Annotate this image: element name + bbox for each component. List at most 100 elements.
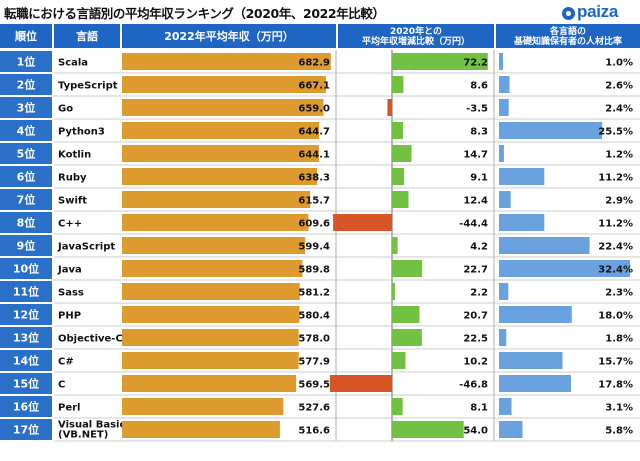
salary-value: 638.3 — [298, 173, 330, 184]
language-label: Objective-C — [58, 334, 123, 345]
share-bar — [499, 283, 509, 300]
language-label: Perl — [58, 403, 80, 414]
salary-bar — [122, 352, 299, 369]
change-value: 54.0 — [463, 426, 488, 437]
salary-value: 659.0 — [298, 104, 330, 115]
language-label: Swift — [58, 196, 87, 207]
share-value: 2.6% — [605, 81, 633, 92]
change-bar-positive — [392, 283, 395, 300]
language-label: Kotlin — [58, 150, 91, 161]
salary-value: 516.6 — [298, 426, 330, 437]
change-value: 20.7 — [463, 311, 488, 322]
change-value: 2.2 — [470, 288, 488, 299]
salary-value: 580.4 — [298, 311, 330, 322]
share-bar — [499, 191, 511, 208]
salary-value: 644.7 — [298, 127, 330, 138]
salary-value: 615.7 — [298, 196, 330, 207]
header-language: 言語 — [76, 29, 98, 43]
salary-value: 577.9 — [298, 357, 330, 368]
change-value: 72.2 — [463, 58, 488, 69]
change-bar-positive — [392, 352, 406, 369]
header-salary: 2022年平均年収（万円） — [164, 29, 294, 43]
change-bar-positive — [392, 237, 398, 254]
salary-bar — [122, 214, 309, 231]
change-value: 9.1 — [470, 173, 488, 184]
share-value: 15.7% — [598, 357, 633, 368]
salary-bar — [122, 191, 311, 208]
change-value: 8.6 — [470, 81, 488, 92]
salary-bar — [122, 260, 303, 277]
share-value: 1.8% — [605, 334, 633, 345]
rank-cell — [0, 396, 52, 417]
rank-cell — [0, 281, 52, 302]
change-value: -3.5 — [466, 104, 488, 115]
change-value: -46.8 — [459, 380, 488, 391]
language-label: Ruby — [58, 173, 87, 184]
salary-bar — [122, 237, 306, 254]
rank-label: 8位 — [17, 216, 36, 230]
salary-bar — [122, 398, 284, 415]
share-bar — [499, 214, 545, 231]
rank-cell — [0, 212, 52, 233]
header-change-bg — [338, 24, 494, 48]
share-value: 17.8% — [598, 380, 633, 391]
header-language-bg — [54, 24, 120, 48]
salary-bar — [122, 145, 319, 162]
salary-value: 527.6 — [298, 403, 330, 414]
header-change-line: 2020年との — [390, 25, 442, 37]
rank-cell — [0, 74, 52, 95]
rank-label: 11位 — [13, 285, 39, 299]
salary-bar — [122, 168, 318, 185]
rank-cell — [0, 304, 52, 325]
rank-cell — [0, 166, 52, 187]
salary-value: 589.8 — [298, 265, 330, 276]
rank-label: 17位 — [13, 423, 39, 437]
rank-cell — [0, 143, 52, 164]
language-label-line: (VB.NET) — [58, 430, 108, 441]
share-value: 18.0% — [598, 311, 633, 322]
rank-label: 14位 — [13, 354, 39, 368]
rank-cell — [0, 327, 52, 348]
share-value: 3.1% — [605, 403, 633, 414]
share-value: 1.2% — [605, 150, 633, 161]
header-share-bg — [496, 24, 640, 48]
share-value: 25.5% — [598, 127, 633, 138]
share-value: 11.2% — [598, 173, 633, 184]
share-value: 2.3% — [605, 288, 633, 299]
salary-value: 609.6 — [298, 219, 330, 230]
rank-label: 16位 — [13, 400, 39, 414]
rank-label: 9位 — [17, 239, 36, 253]
share-bar — [499, 76, 510, 93]
paiza-logo-icon — [562, 6, 575, 20]
rank-label: 2位 — [17, 78, 36, 92]
rank-label: 12位 — [13, 308, 39, 322]
header-share-line: 各言語の — [549, 25, 586, 37]
change-value: 8.1 — [470, 403, 488, 414]
rank-cell — [0, 373, 52, 394]
salary-value: 581.2 — [298, 288, 330, 299]
salary-value: 667.1 — [298, 81, 330, 92]
rank-cell — [0, 189, 52, 210]
change-value: 22.7 — [463, 265, 488, 276]
language-label: JavaScript — [57, 242, 115, 253]
change-bar-positive — [392, 260, 423, 277]
rank-label: 7位 — [17, 193, 36, 207]
salary-bar — [122, 53, 331, 70]
change-bar-positive — [392, 329, 422, 346]
salary-bar — [122, 76, 326, 93]
share-bar — [499, 145, 504, 162]
language-label: Scala — [58, 58, 88, 69]
change-bar-positive — [392, 122, 403, 139]
language-label: Python3 — [58, 127, 105, 138]
chart-title: 転職における言語別の平均年収ランキング（2020年、2022年比較） — [4, 6, 385, 21]
share-bar — [499, 398, 512, 415]
salary-bar — [122, 306, 300, 323]
rank-cell — [0, 258, 52, 279]
salary-bar — [122, 122, 320, 139]
rank-label: 15位 — [13, 377, 39, 391]
language-label: TypeScript — [58, 81, 118, 92]
language-label: Visual Basic (VB.NET) — [58, 420, 125, 441]
share-value: 11.2% — [598, 219, 633, 230]
salary-bar — [122, 375, 297, 392]
